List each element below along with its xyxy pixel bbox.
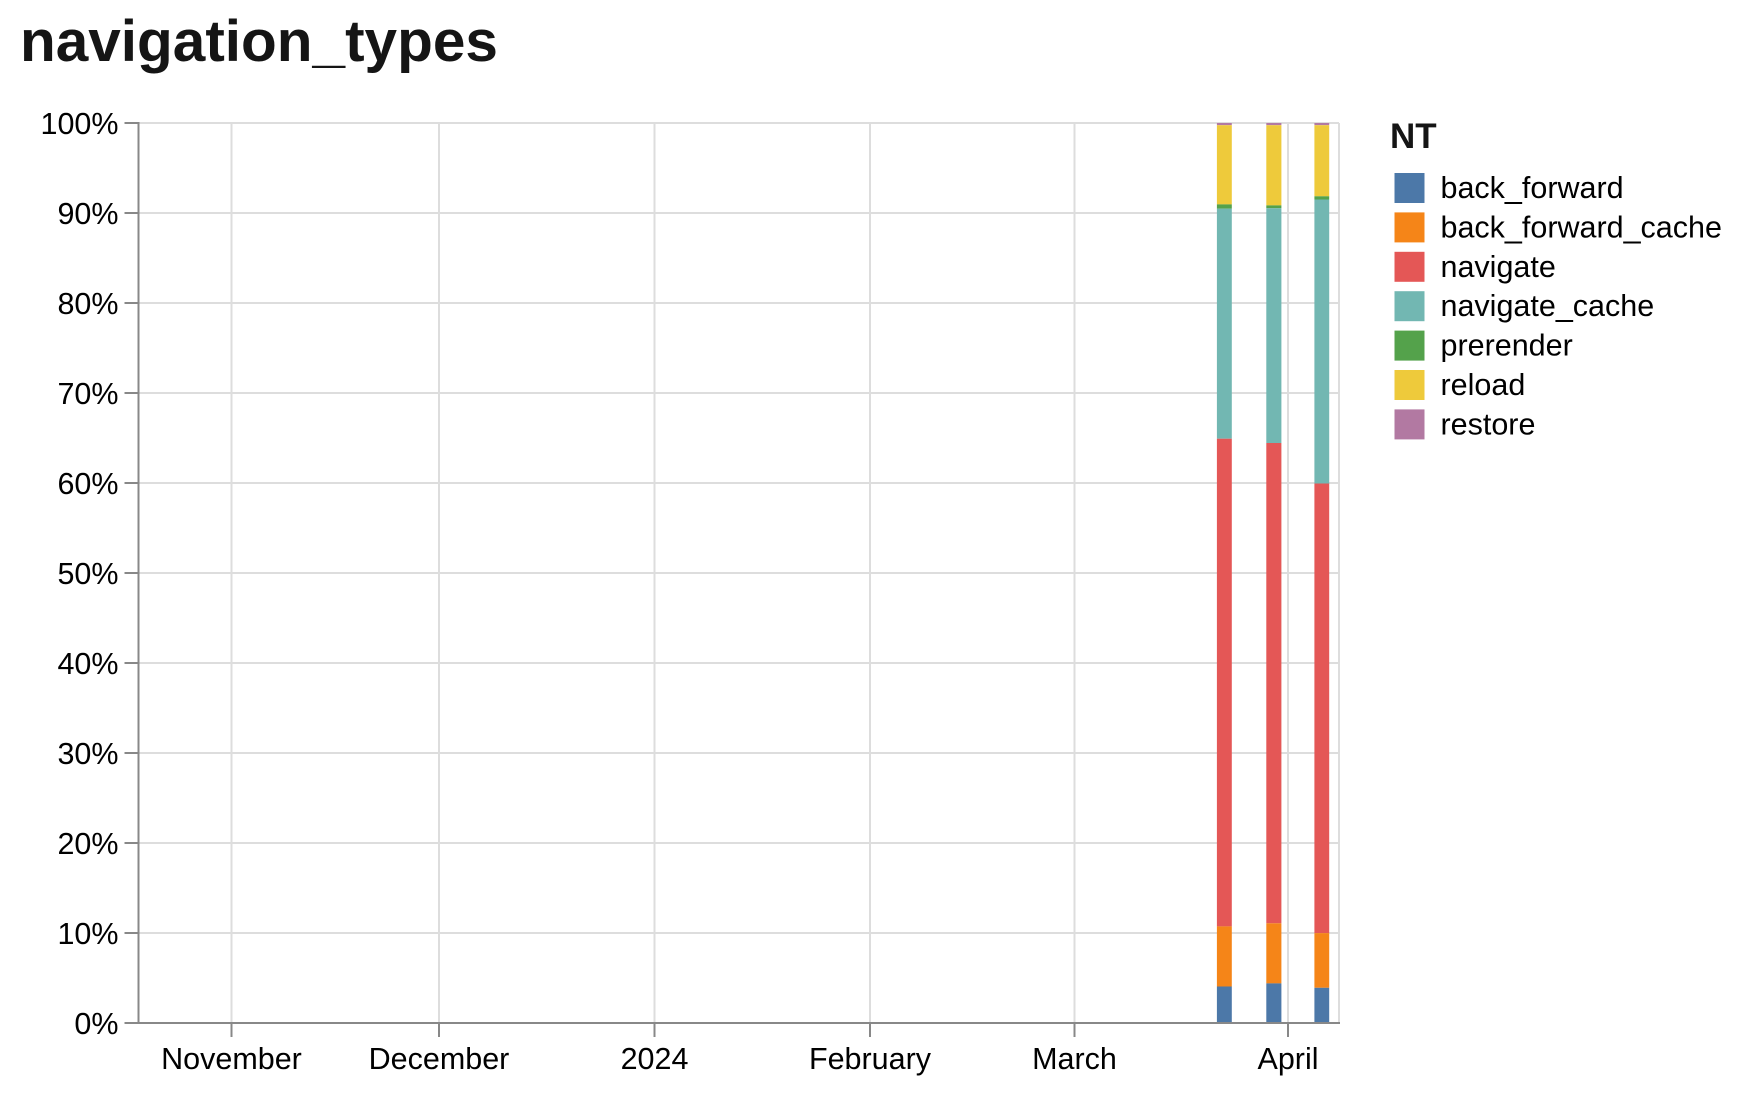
svg-text:70%: 70% bbox=[57, 377, 118, 411]
svg-text:40%: 40% bbox=[57, 647, 118, 681]
svg-text:navigation_types: navigation_types bbox=[20, 9, 498, 74]
svg-text:90%: 90% bbox=[57, 197, 118, 231]
svg-text:November: November bbox=[161, 1042, 302, 1076]
svg-text:2024: 2024 bbox=[621, 1042, 689, 1076]
svg-text:reload: reload bbox=[1441, 368, 1526, 402]
svg-text:March: March bbox=[1032, 1042, 1117, 1076]
svg-text:navigate: navigate bbox=[1441, 250, 1556, 284]
svg-text:100%: 100% bbox=[40, 107, 118, 141]
svg-text:80%: 80% bbox=[57, 287, 118, 321]
svg-text:back_forward_cache: back_forward_cache bbox=[1441, 210, 1722, 244]
svg-text:10%: 10% bbox=[57, 917, 118, 951]
svg-text:April: April bbox=[1257, 1042, 1318, 1076]
svg-text:navigate_cache: navigate_cache bbox=[1441, 289, 1655, 323]
svg-text:30%: 30% bbox=[57, 737, 118, 771]
svg-text:20%: 20% bbox=[57, 827, 118, 861]
svg-text:NT: NT bbox=[1390, 117, 1437, 156]
svg-text:50%: 50% bbox=[57, 557, 118, 591]
svg-text:0%: 0% bbox=[74, 1007, 118, 1041]
svg-text:restore: restore bbox=[1441, 407, 1536, 441]
svg-text:December: December bbox=[369, 1042, 510, 1076]
svg-text:February: February bbox=[809, 1042, 932, 1076]
svg-text:60%: 60% bbox=[57, 467, 118, 501]
svg-text:back_forward: back_forward bbox=[1441, 171, 1624, 205]
svg-text:prerender: prerender bbox=[1441, 329, 1573, 363]
